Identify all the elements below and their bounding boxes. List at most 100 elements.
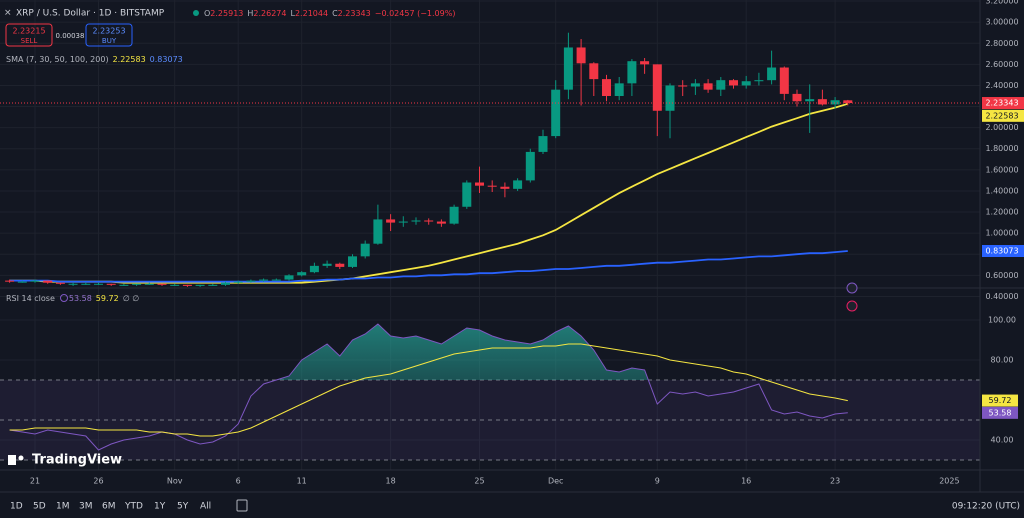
market-status [193, 10, 199, 16]
candle-body [576, 47, 586, 64]
candle-body [538, 136, 548, 152]
candle-body [233, 281, 243, 283]
y-tick-label: 1.20000 [985, 208, 1018, 217]
range-button[interactable]: 1Y [154, 502, 166, 512]
candle-body [449, 206, 459, 224]
candle-body [17, 281, 27, 283]
range-button[interactable]: 1M [56, 502, 70, 512]
x-tick-label: Dec [548, 477, 563, 486]
sell-price: 2.23215 [12, 27, 45, 36]
sma-value: 0.83073 [150, 55, 183, 64]
candle-body [754, 80, 764, 82]
candle-body [360, 243, 370, 257]
range-button[interactable]: 1D [10, 502, 23, 512]
candle-body [55, 282, 65, 284]
candle-body [602, 79, 611, 96]
x-tick-label: Nov [167, 477, 183, 486]
sma-legend: SMA (7, 30, 50, 100, 200) 2.22583 0.83073 [6, 55, 183, 64]
candle-body [424, 220, 434, 222]
y-tick-label: 40.00 [991, 436, 1014, 445]
candle-body [5, 280, 15, 282]
range-button[interactable]: YTD [124, 502, 143, 512]
price-pane [0, 32, 980, 287]
h-value: 2.26274 [253, 9, 286, 18]
candle-body [144, 283, 154, 285]
y-tick-label: 0.40000 [985, 292, 1018, 301]
candle-body [741, 81, 751, 86]
candle-body [805, 99, 815, 102]
candle-body [627, 61, 637, 84]
brand: TradingView [32, 453, 122, 468]
date-range-icon[interactable] [236, 499, 248, 512]
candle-body [170, 284, 180, 286]
range-button[interactable]: 3M [79, 502, 93, 512]
candle-body [271, 279, 281, 281]
c-value: 2.23343 [338, 9, 371, 18]
sell-button[interactable] [5, 23, 53, 47]
candle-body [843, 100, 853, 104]
candle-body [703, 83, 713, 90]
candle-body [221, 282, 230, 285]
range-button[interactable]: 5D [33, 502, 46, 512]
ohlc: O2.25913 H2.26274 L2.21044 C2.23343 −0.02457… [204, 9, 455, 18]
candle-body [525, 151, 535, 181]
event-icon[interactable] [846, 282, 858, 294]
y-tick-label: 1.60000 [985, 165, 1018, 174]
buy-button[interactable] [85, 23, 133, 47]
candle-body [309, 265, 319, 273]
candle-body [81, 283, 91, 285]
rsi-line [9, 323, 848, 451]
candle-body [322, 263, 332, 266]
candle-body [119, 284, 129, 286]
candle-body [30, 280, 40, 282]
candle-body [94, 283, 103, 285]
logo-mark [8, 455, 16, 465]
range-button[interactable]: All [200, 502, 211, 512]
x-tick-label: 23 [830, 477, 840, 486]
price-tag-label: 0.83073 [985, 246, 1018, 255]
price-tag-label: 2.22583 [985, 111, 1018, 120]
x-tick-label: 11 [297, 477, 307, 486]
candle-body [284, 275, 294, 280]
candle-body [589, 63, 599, 80]
rsi-pane [0, 323, 980, 461]
candle-body [487, 185, 497, 187]
y-tick-label: 1.40000 [985, 186, 1018, 195]
x-tick-label: 16 [741, 477, 751, 486]
x-tick-label: 2025 [939, 477, 959, 486]
change: −0.02457 (−1.09%) [375, 9, 456, 18]
rsi-value: 53.58 [69, 294, 92, 303]
candle-body [779, 67, 789, 94]
close-icon[interactable]: ✕ [4, 9, 12, 19]
candle-body [551, 89, 561, 137]
candle-body [690, 83, 700, 87]
range-button[interactable]: 6M [102, 502, 116, 512]
candle-body [817, 99, 827, 105]
candle-body [729, 80, 738, 86]
y-tick-label: 3.20000 [985, 0, 1018, 6]
price-tag [982, 244, 1024, 257]
candle-body [640, 61, 650, 65]
rsi-tag-label: 59.72 [989, 396, 1012, 405]
rsi-icon [60, 294, 68, 302]
logo-mark [18, 455, 24, 461]
rsi-title: RSI 14 close [6, 294, 55, 303]
sma-line [9, 102, 849, 284]
event-icon[interactable] [846, 300, 858, 312]
rsi-tag [982, 394, 1018, 407]
candle-body [386, 219, 396, 223]
x-tick-label: 25 [474, 477, 484, 486]
candle-body [259, 279, 269, 281]
x-tick-label: 21 [30, 477, 40, 486]
l-value: 2.21044 [295, 9, 328, 18]
candle-body [182, 284, 192, 286]
buy-price: 2.23253 [92, 27, 125, 36]
candle-body [68, 283, 78, 285]
candle-body [500, 186, 510, 189]
candle-body [767, 67, 777, 81]
candle-body [297, 272, 307, 276]
range-button[interactable]: 5Y [177, 502, 189, 512]
